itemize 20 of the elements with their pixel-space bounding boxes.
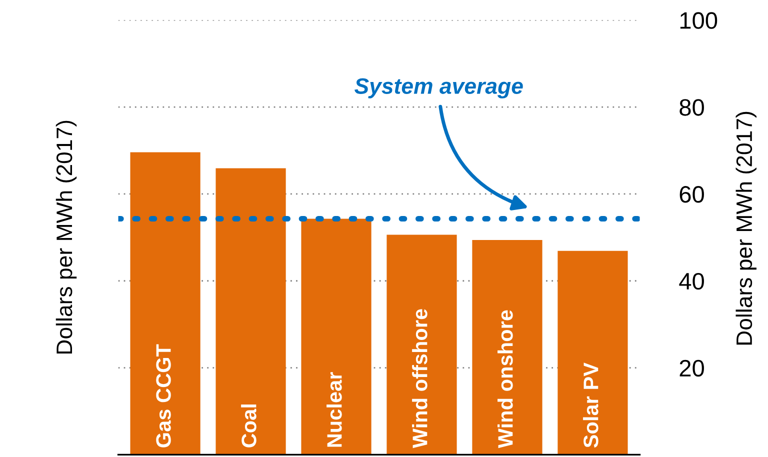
bar bbox=[558, 250, 628, 455]
x-tick-label: Gas CCGT bbox=[156, 344, 171, 448]
x-tick-label: Coal bbox=[241, 404, 256, 448]
x-tick-label: Wind offshore bbox=[412, 309, 428, 448]
y-axis-title: Dollars per MWh (2017) bbox=[56, 120, 77, 354]
y-tick-label: 80 bbox=[680, 99, 704, 116]
bar bbox=[386, 234, 457, 455]
ref-line-label: System average bbox=[354, 78, 523, 98]
y2-axis-title: Dollars per MWh (2017) bbox=[736, 112, 756, 345]
bar bbox=[130, 152, 200, 455]
x-tick-label: Solar PV bbox=[583, 362, 598, 448]
bar bbox=[301, 218, 372, 455]
x-tick-label: Nuclear bbox=[326, 372, 342, 447]
y-tick-label: 100 bbox=[680, 12, 718, 29]
y-tick-label: 40 bbox=[679, 272, 704, 290]
bar bbox=[216, 168, 286, 455]
y-tick-label: 20 bbox=[680, 360, 704, 377]
bar bbox=[472, 240, 542, 455]
x-tick-label: Wind onshore bbox=[498, 310, 513, 448]
y-tick-label: 60 bbox=[680, 186, 704, 203]
